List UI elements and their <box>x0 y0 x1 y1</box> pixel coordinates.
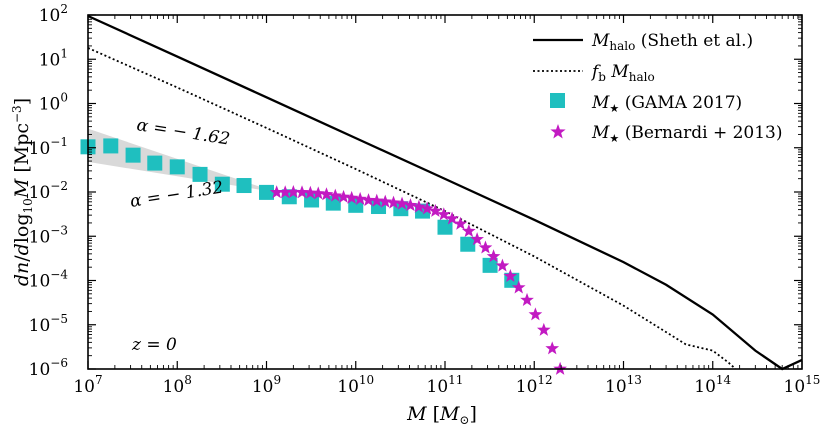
bernardi-point <box>420 201 434 215</box>
bernardi-point <box>412 199 426 213</box>
bernardi-point <box>303 185 318 199</box>
bernardi-point <box>453 216 468 230</box>
y-tick-label: 100 <box>39 91 68 115</box>
bernardi-point <box>470 232 484 246</box>
gama-point <box>147 155 163 171</box>
y-tick-label: 10−2 <box>29 179 68 203</box>
legend-label-halo: Mhalo (Sheth et al.) <box>591 31 753 53</box>
x-tick-label: 1012 <box>516 373 553 397</box>
bernardi-point <box>386 195 401 209</box>
gama-point <box>214 176 230 192</box>
y-tick-label: 10−4 <box>29 268 69 292</box>
gama-point <box>169 159 185 175</box>
bernardi-point <box>336 189 351 203</box>
legend-marker-bernardi <box>550 124 566 139</box>
series-line-1 <box>87 47 737 370</box>
bernardi-point <box>503 269 518 283</box>
alpha-lower-annotation: α = − 1.32 <box>129 177 225 211</box>
bernardi-point <box>311 186 326 200</box>
bernardi-point <box>395 196 409 210</box>
bernardi-point <box>278 185 293 199</box>
bernardi-point <box>436 207 451 221</box>
plot-area: 107 108 109 1010 1011 1012 1013 1014 1015 102 101 1… <box>29 2 821 397</box>
y-tick-label: 10−5 <box>29 312 68 336</box>
bernardi-point <box>486 249 501 263</box>
gama-point <box>236 178 252 194</box>
bernardi-point <box>269 185 284 199</box>
bernardi-point <box>353 191 367 205</box>
y-tick-label: 102 <box>39 2 68 26</box>
x-tick-label: 1015 <box>784 373 821 397</box>
bernardi-point <box>478 240 493 254</box>
bernardi-point <box>445 211 459 225</box>
legend-marker-gama <box>550 93 565 108</box>
y-axis-title: dn/dlog10M [Mpc−3] <box>10 98 35 286</box>
legend-label-baryon: fb Mhalo <box>590 62 655 84</box>
x-tick-label: 1011 <box>427 373 464 397</box>
x-tick-label: 109 <box>252 373 281 397</box>
x-axis-title: M [M⊙] <box>406 403 477 427</box>
redshift-annotation: z = 0 <box>131 335 177 355</box>
bernardi-point <box>495 258 510 272</box>
x-tick-label: 1014 <box>694 373 731 397</box>
legend-label-bernardi: M★ (Bernardi + 2013) <box>591 123 783 145</box>
bernardi-point <box>403 198 418 212</box>
series-markers <box>80 138 567 375</box>
bernardi-point <box>361 193 376 207</box>
series-lines <box>87 14 803 371</box>
bernardi-point <box>286 184 301 199</box>
alpha-upper-annotation: α = − 1.62 <box>135 115 231 149</box>
y-tick-label: 10−1 <box>29 135 68 159</box>
legend-label-gama: M★ (GAMA 2017) <box>591 93 742 115</box>
bernardi-point <box>428 203 443 217</box>
x-tick-label: 107 <box>73 373 102 397</box>
bernardi-point <box>369 193 384 207</box>
bernardi-point <box>462 224 476 238</box>
gama-point <box>259 184 274 200</box>
gama-point <box>482 257 498 273</box>
bernardi-point <box>319 187 334 201</box>
x-tick-label: 1010 <box>337 373 374 397</box>
bernardi-point <box>344 190 359 204</box>
axis-ticks: 107 108 109 1010 1011 1012 1013 1014 1015 102 101 1… <box>29 2 821 397</box>
bernardi-point <box>536 322 551 336</box>
series-line-0 <box>87 14 803 371</box>
bernardi-point <box>328 188 343 202</box>
bernardi-point <box>520 292 534 306</box>
y-tick-label: 10−3 <box>29 223 68 247</box>
y-tick-label: 101 <box>39 46 68 70</box>
y-tick-label: 10−6 <box>29 356 68 380</box>
bernardi-point <box>545 341 560 355</box>
gama-point <box>192 166 208 182</box>
bernardi-point <box>378 194 393 208</box>
x-tick-label: 108 <box>163 373 192 397</box>
gama-point <box>460 236 476 252</box>
bernardi-point <box>511 280 526 294</box>
bernardi-point <box>295 185 309 199</box>
x-tick-label: 1013 <box>605 373 642 397</box>
gama-point <box>103 138 119 154</box>
gama-point <box>125 147 141 163</box>
bernardi-point <box>528 307 543 321</box>
legend: Mhalo (Sheth et al.) fb Mhalo M★ (GAMA 2… <box>533 31 783 145</box>
